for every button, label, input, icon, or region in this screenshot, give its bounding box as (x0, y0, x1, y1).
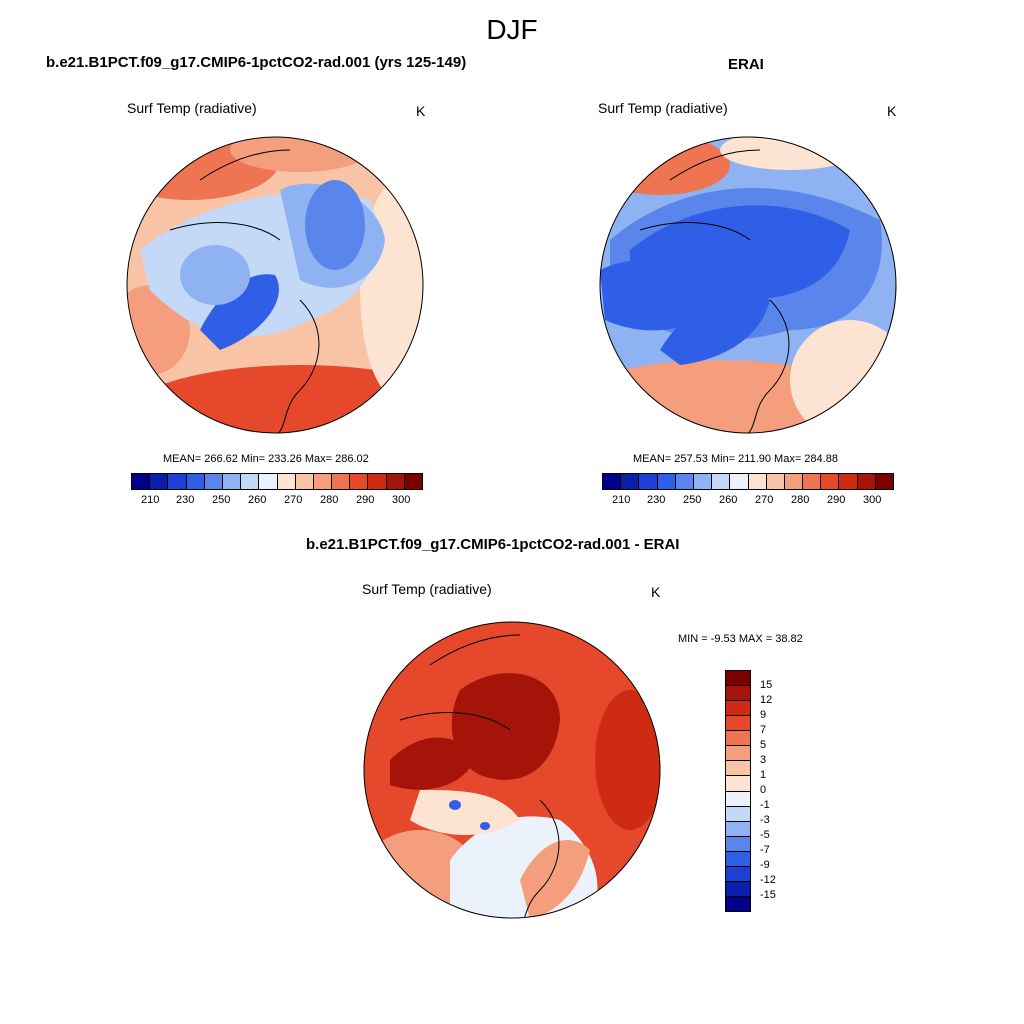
season-title: DJF (486, 14, 538, 45)
colorbar-swatch (204, 474, 223, 489)
right-colorbar (602, 473, 894, 490)
diff-cbar-tick: 3 (760, 754, 767, 766)
diff-cbar-tick: 12 (760, 694, 773, 706)
colorbar-swatch (726, 776, 750, 792)
left-cbar-tick: 210 (141, 494, 160, 506)
colorbar-swatch (295, 474, 314, 489)
right-stats: MEAN= 257.53 Min= 211.90 Max= 284.88 (633, 453, 838, 465)
colorbar-swatch (168, 474, 187, 489)
diff-cbar-tick: -15 (760, 889, 776, 901)
diff-cbar-tick: 7 (760, 724, 767, 736)
colorbar-swatch (857, 474, 876, 489)
left-cbar-tick: 250 (212, 494, 231, 506)
colorbar-swatch (726, 731, 750, 747)
colorbar-swatch (726, 836, 750, 852)
colorbar-swatch (132, 474, 151, 489)
colorbar-swatch (726, 866, 750, 882)
colorbar-swatch (726, 821, 750, 837)
colorbar-swatch (726, 851, 750, 867)
colorbar-swatch (748, 474, 767, 489)
diff-cbar-tick: -7 (760, 844, 770, 856)
right-variable-label: Surf Temp (radiative) (598, 100, 728, 116)
colorbar-swatch (726, 671, 750, 687)
diff-polar-map (364, 622, 660, 918)
right-cbar-tick: 280 (791, 494, 810, 506)
colorbar-swatch (332, 474, 351, 489)
right-cbar-tick: 290 (827, 494, 846, 506)
right-cbar-tick: 210 (612, 494, 631, 506)
colorbar-swatch (726, 896, 750, 911)
right-cbar-tick: 270 (755, 494, 774, 506)
diff-cbar-tick: 9 (760, 709, 767, 721)
right-cbar-tick: 230 (647, 494, 666, 506)
diff-cbar-tick: -5 (760, 829, 770, 841)
left-units-label: K (416, 103, 426, 119)
colorbar-swatch (150, 474, 169, 489)
colorbar-swatch (277, 474, 296, 489)
right-units-label: K (887, 103, 897, 119)
left-variable-label: Surf Temp (radiative) (127, 100, 257, 116)
colorbar-swatch (726, 791, 750, 807)
diff-cbar-tick: 1 (760, 769, 767, 781)
left-cbar-tick: 300 (392, 494, 411, 506)
right-cbar-tick: 300 (863, 494, 882, 506)
colorbar-swatch (350, 474, 369, 489)
left-stats: MEAN= 266.62 Min= 233.26 Max= 286.02 (163, 453, 369, 465)
colorbar-swatch (368, 474, 387, 489)
colorbar-swatch (675, 474, 694, 489)
colorbar-swatch (839, 474, 858, 489)
colorbar-swatch (693, 474, 713, 489)
colorbar-swatch (726, 761, 750, 777)
diff-cbar-tick: -12 (760, 874, 776, 886)
colorbar-swatch (603, 474, 622, 489)
colorbar-swatch (222, 474, 242, 489)
diff-cbar-tick: -9 (760, 859, 770, 871)
colorbar-swatch (259, 474, 278, 489)
left-cbar-tick: 290 (356, 494, 375, 506)
diff-cbar-tick: 15 (760, 679, 773, 691)
colorbar-swatch (726, 881, 750, 897)
colorbar-swatch (726, 701, 750, 717)
colorbar-swatch (803, 474, 822, 489)
diff-variable-label: Surf Temp (radiative) (362, 581, 492, 597)
colorbar-swatch (726, 746, 750, 762)
colorbar-swatch (821, 474, 840, 489)
left-cbar-tick: 270 (284, 494, 303, 506)
colorbar-swatch (386, 474, 405, 489)
colorbar-swatch (784, 474, 804, 489)
left-polar-map (127, 137, 423, 433)
diff-cbar-tick: -3 (760, 814, 770, 826)
diff-cbar-tick: -1 (760, 799, 770, 811)
left-colorbar (131, 473, 423, 490)
colorbar-swatch (621, 474, 640, 489)
diff-cbar-tick: 5 (760, 739, 767, 751)
left-cbar-tick: 260 (248, 494, 267, 506)
colorbar-swatch (726, 716, 750, 732)
colorbar-swatch (726, 806, 750, 822)
diff-colorbar (725, 670, 751, 912)
diff-units-label: K (651, 584, 661, 600)
colorbar-swatch (766, 474, 785, 489)
colorbar-swatch (726, 686, 750, 702)
left-cbar-tick: 280 (320, 494, 339, 506)
diff-cbar-tick: 0 (760, 784, 767, 796)
left-case-title: b.e21.B1PCT.f09_g17.CMIP6-1pctCO2-rad.00… (46, 54, 467, 71)
colorbar-swatch (639, 474, 658, 489)
colorbar-swatch (712, 474, 731, 489)
left-cbar-tick: 230 (176, 494, 195, 506)
diff-case-title: b.e21.B1PCT.f09_g17.CMIP6-1pctCO2-rad.00… (306, 536, 680, 553)
colorbar-swatch (313, 474, 333, 489)
colorbar-swatch (186, 474, 205, 489)
diff-stats: MIN = -9.53 MAX = 38.82 (678, 633, 803, 645)
colorbar-swatch (657, 474, 676, 489)
right-cbar-tick: 260 (719, 494, 738, 506)
colorbar-swatch (730, 474, 749, 489)
right-case-title: ERAI (728, 56, 764, 73)
right-cbar-tick: 250 (683, 494, 702, 506)
colorbar-swatch (404, 474, 422, 489)
colorbar-swatch (875, 474, 893, 489)
colorbar-swatch (241, 474, 260, 489)
